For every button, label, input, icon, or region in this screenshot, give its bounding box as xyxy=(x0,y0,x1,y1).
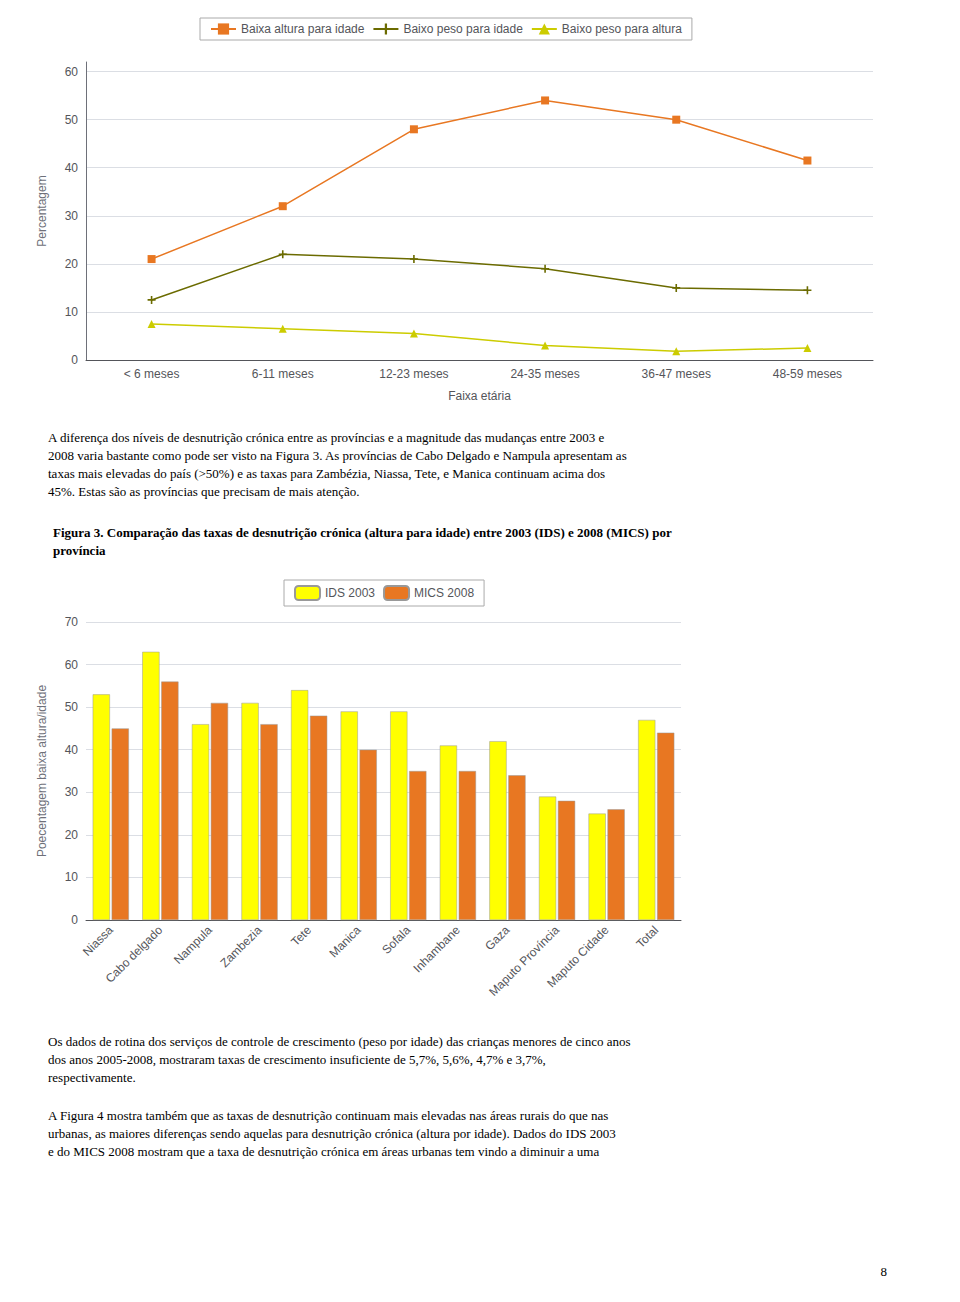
svg-text:30: 30 xyxy=(65,785,79,799)
svg-text:dos anos 2005-2008, mostraram: dos anos 2005-2008, mostraram taxas de c… xyxy=(48,1052,546,1067)
svg-text:Baixo peso para altura: Baixo peso para altura xyxy=(562,22,682,36)
svg-text:40: 40 xyxy=(65,161,79,175)
svg-text:Tete: Tete xyxy=(288,923,314,949)
svg-text:Inhambane: Inhambane xyxy=(411,923,464,976)
svg-text:Nampula: Nampula xyxy=(171,923,215,967)
svg-text:0: 0 xyxy=(71,913,78,927)
svg-text:36-47 meses: 36-47 meses xyxy=(642,367,711,381)
svg-text:Faixa etária: Faixa etária xyxy=(448,389,511,403)
svg-text:10: 10 xyxy=(65,870,79,884)
svg-text:24-35 meses: 24-35 meses xyxy=(510,367,579,381)
svg-text:IDS 2003: IDS 2003 xyxy=(325,586,375,600)
svg-text:Gaza: Gaza xyxy=(482,923,512,953)
svg-text:urbanas, as maiores diferenças: urbanas, as maiores diferenças sendo aqu… xyxy=(48,1126,616,1141)
svg-text:Cabo delgado: Cabo delgado xyxy=(103,923,166,986)
svg-text:Niassa: Niassa xyxy=(80,923,116,959)
svg-text:respectivamente.: respectivamente. xyxy=(48,1070,136,1085)
svg-text:50: 50 xyxy=(65,113,79,127)
svg-text:0: 0 xyxy=(71,353,78,367)
svg-text:e do MICS 2008 mostram que a t: e do MICS 2008 mostram que a taxa de des… xyxy=(48,1144,599,1159)
svg-text:Sofala: Sofala xyxy=(379,923,413,957)
svg-text:50: 50 xyxy=(65,700,79,714)
svg-text:12-23 meses: 12-23 meses xyxy=(379,367,448,381)
svg-text:Baixo peso para idade: Baixo peso para idade xyxy=(403,22,523,36)
svg-text:45%. Estas são as províncias q: 45%. Estas são as províncias que precisa… xyxy=(48,484,360,499)
svg-text:8: 8 xyxy=(881,1264,888,1279)
svg-text:Manica: Manica xyxy=(326,923,363,960)
svg-text:< 6 meses: < 6 meses xyxy=(124,367,180,381)
svg-text:A Figura 4 mostra também que a: A Figura 4 mostra também que as taxas de… xyxy=(48,1108,608,1123)
svg-text:2008 varia bastante como pode: 2008 varia bastante como pode ser visto … xyxy=(48,448,627,463)
svg-text:70: 70 xyxy=(65,615,79,629)
svg-text:Maputo Cidade: Maputo Cidade xyxy=(544,923,612,991)
svg-text:10: 10 xyxy=(65,305,79,319)
svg-text:A diferença dos níveis de desn: A diferença dos níveis de desnutrição cr… xyxy=(48,430,604,445)
svg-text:Maputo Província: Maputo Província xyxy=(486,923,562,999)
svg-text:40: 40 xyxy=(65,743,79,757)
svg-text:Figura 3. Comparação das taxas: Figura 3. Comparação das taxas de desnut… xyxy=(53,525,672,540)
svg-text:60: 60 xyxy=(65,658,79,672)
svg-text:Baixa altura para idade: Baixa altura para idade xyxy=(241,22,365,36)
svg-text:Percentagem: Percentagem xyxy=(35,175,49,246)
svg-text:Poecentagem baixa altura/idade: Poecentagem baixa altura/idade xyxy=(35,685,49,857)
svg-text:Os dados de rotina dos serviço: Os dados de rotina dos serviços de contr… xyxy=(48,1034,631,1049)
svg-text:taxas mais elevadas do país (>: taxas mais elevadas do país (>50%) e as … xyxy=(48,466,605,481)
svg-text:20: 20 xyxy=(65,828,79,842)
svg-text:30: 30 xyxy=(65,209,79,223)
svg-text:48-59 meses: 48-59 meses xyxy=(773,367,842,381)
svg-text:60: 60 xyxy=(65,65,79,79)
svg-text:6-11 meses: 6-11 meses xyxy=(252,367,314,381)
svg-text:Zambezia: Zambezia xyxy=(217,923,264,970)
svg-text:MICS 2008: MICS 2008 xyxy=(414,586,474,600)
svg-text:Total: Total xyxy=(633,923,661,951)
svg-text:província: província xyxy=(53,543,106,558)
svg-text:20: 20 xyxy=(65,257,79,271)
